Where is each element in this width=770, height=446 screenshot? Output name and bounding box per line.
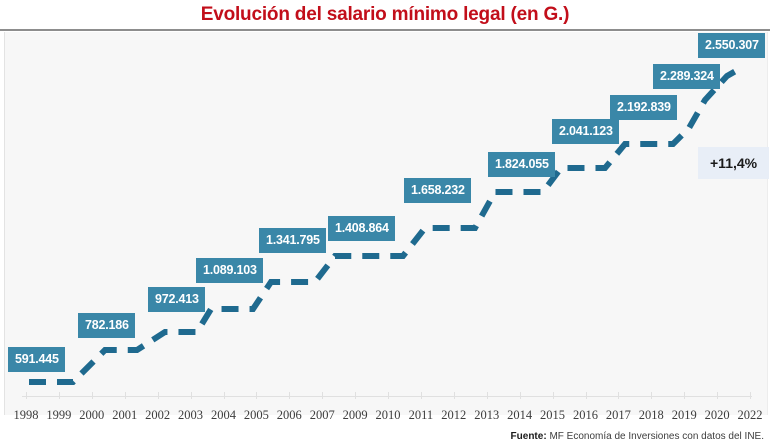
x-axis-tick [388, 392, 389, 399]
x-axis-tick [256, 392, 258, 399]
source-text: MF Economía de Inversiones con datos del… [549, 431, 764, 442]
value-label: 2.550.307 [698, 33, 765, 58]
x-axis-tick [223, 392, 225, 399]
x-axis-tick [453, 392, 455, 399]
value-label: 1.658.232 [404, 178, 471, 203]
x-axis-tick [717, 392, 719, 399]
x-axis-label: 2006 [276, 408, 302, 422]
value-label: 972.413 [148, 287, 205, 312]
x-axis-label: 2000 [79, 408, 105, 422]
value-label: 1.408.864 [328, 216, 395, 241]
source-note: Fuente: MF Economía de Inversiones con d… [511, 431, 764, 442]
x-axis-tick [519, 392, 521, 399]
x-axis-label: 2019 [671, 408, 697, 422]
x-axis-label: 1998 [13, 408, 39, 422]
x-axis-label: 2020 [704, 408, 730, 422]
x-axis-tick [750, 392, 751, 399]
value-label: 1.089.103 [196, 258, 263, 283]
value-label: 1.824.055 [488, 152, 555, 177]
title-divider [0, 29, 770, 31]
x-axis-label: 2014 [507, 408, 533, 422]
value-label: 2.289.324 [653, 64, 720, 89]
source-prefix: Fuente: [510, 431, 547, 442]
x-axis-label: 2016 [573, 408, 598, 422]
growth-badge: +11,4% [698, 147, 770, 179]
x-axis-label: 2013 [474, 408, 500, 422]
x-axis-tick [26, 392, 27, 399]
x-axis-label: 2010 [375, 408, 401, 422]
x-axis-tick [322, 392, 324, 399]
x-axis-tick [124, 392, 126, 399]
value-label: 2.041.123 [552, 119, 619, 144]
x-axis-label: 2007 [309, 408, 335, 422]
x-axis-label: 2005 [243, 408, 269, 422]
value-label: 591.445 [8, 347, 65, 372]
x-axis-tick [190, 392, 192, 399]
x-axis-label: 2003 [178, 408, 203, 422]
x-axis-label: 2012 [441, 408, 467, 422]
x-axis-label: 1999 [46, 408, 72, 422]
x-axis-label: 2011 [408, 408, 434, 422]
x-axis-line [22, 396, 752, 397]
x-axis-tick [618, 392, 620, 399]
x-axis-label: 2018 [638, 408, 664, 422]
x-axis-tick [289, 392, 291, 399]
x-axis-tick [355, 392, 357, 399]
trend-line [29, 65, 743, 385]
x-axis-tick [91, 392, 93, 399]
x-axis-tick [486, 392, 488, 399]
value-label: 782.186 [78, 313, 135, 338]
x-axis-label: 2017 [605, 408, 631, 422]
x-axis-label: 2015 [540, 408, 565, 422]
x-axis-tick [684, 392, 686, 399]
x-axis-tick [420, 392, 422, 399]
salary-line-chart [29, 65, 743, 385]
page-title: Evolución del salario mínimo legal (en G… [200, 4, 570, 25]
x-axis-tick [552, 392, 554, 399]
x-axis-label: 2004 [211, 408, 236, 422]
x-axis-label: 2002 [145, 408, 171, 422]
value-label: 2.192.839 [610, 95, 677, 120]
x-axis-tick [585, 392, 587, 399]
x-axis-label: 2022 [737, 408, 763, 422]
x-axis-tick [651, 392, 653, 399]
x-axis-tick [58, 392, 60, 399]
value-label: 1.341.795 [259, 228, 326, 253]
x-axis-label: 2009 [342, 408, 368, 422]
x-axis-tick [157, 392, 159, 399]
x-axis-label: 2001 [112, 408, 138, 422]
